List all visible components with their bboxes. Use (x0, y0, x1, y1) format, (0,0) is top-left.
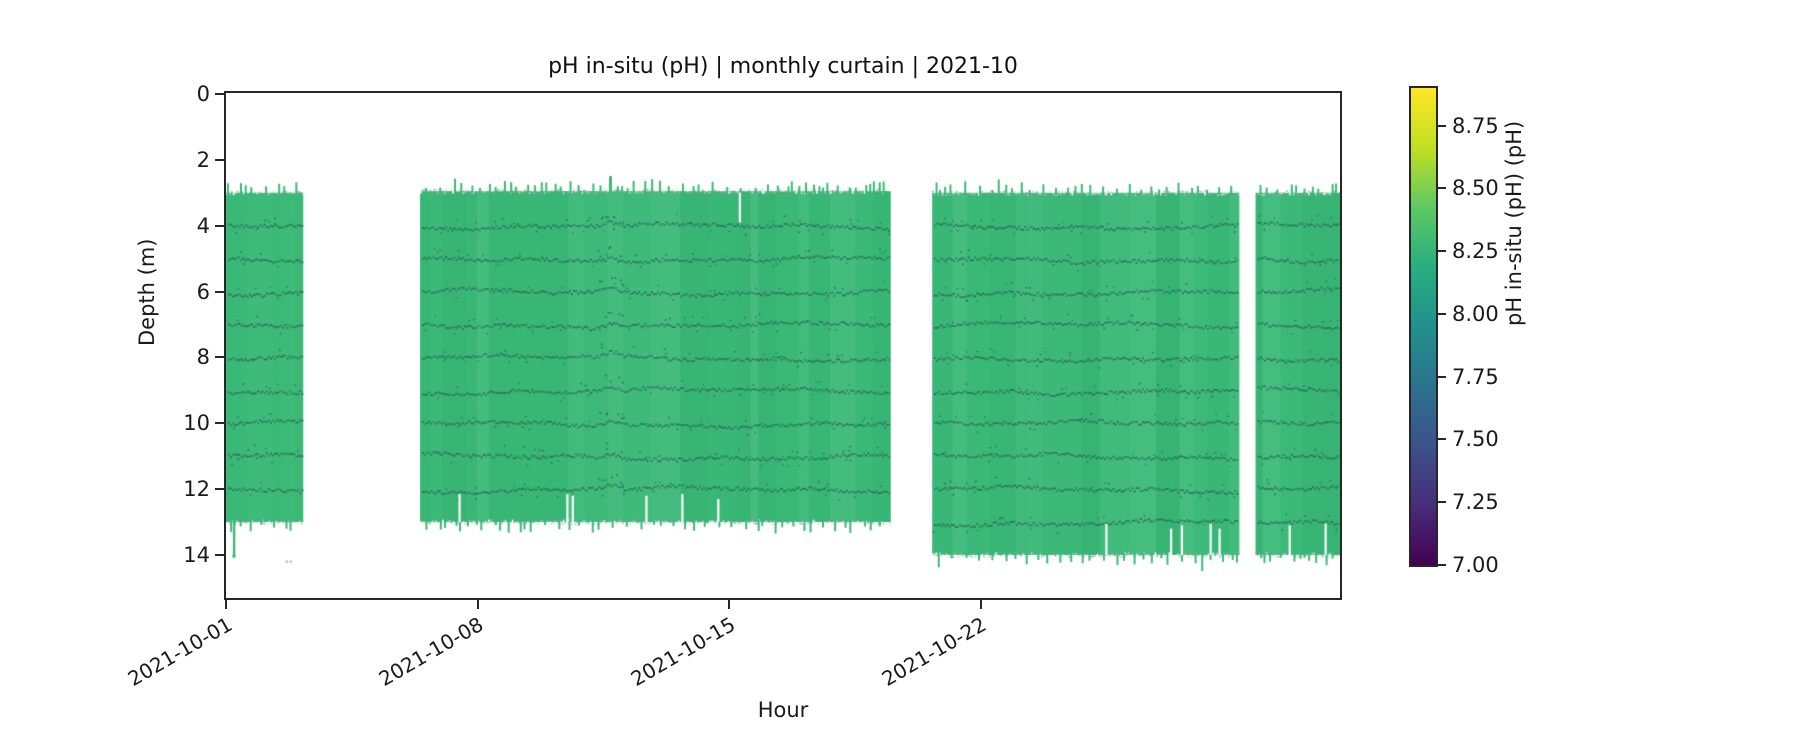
plot-area (224, 91, 1342, 600)
x-axis-label: Hour (757, 698, 809, 722)
y-axis-tick-label: 14 (183, 543, 210, 567)
y-axis-tick-label: 12 (183, 477, 210, 502)
y-axis-tick (215, 158, 224, 161)
colorbar-tick (1438, 187, 1446, 190)
y-axis-tick (215, 356, 224, 359)
colorbar-tick-label: 7.75 (1452, 364, 1499, 389)
colorbar-tick (1438, 501, 1446, 504)
x-axis-tick-label: 2021-10-08 (374, 612, 488, 691)
colorbar-tick-label: 7.00 (1452, 553, 1499, 577)
y-axis-tick-label: 10 (183, 411, 210, 436)
colorbar-tick-label: 8.00 (1452, 301, 1499, 326)
colorbar-tick (1438, 124, 1446, 127)
curtain-canvas (226, 93, 1340, 598)
x-axis-tick (979, 600, 982, 609)
y-axis-tick (215, 488, 224, 491)
y-axis-tick (215, 290, 224, 293)
x-axis-tick-label: 2021-10-22 (877, 612, 991, 691)
colorbar-tick (1438, 438, 1446, 441)
y-axis-tick-label: 6 (196, 279, 210, 304)
y-axis-tick (215, 224, 224, 227)
y-axis-tick (215, 422, 224, 425)
colorbar-tick (1438, 564, 1446, 566)
colorbar-tick-label: 8.50 (1452, 176, 1499, 201)
y-axis-tick (215, 93, 224, 95)
x-axis-tick (476, 600, 479, 609)
colorbar-gradient (1411, 88, 1436, 565)
y-axis-tick (215, 554, 224, 556)
colorbar-tick-label: 7.25 (1452, 490, 1499, 515)
colorbar-tick-label: 8.25 (1452, 239, 1499, 264)
y-axis-tick-label: 0 (196, 82, 210, 106)
colorbar-tick (1438, 312, 1446, 315)
y-axis-tick-label: 4 (196, 213, 210, 238)
colorbar-tick (1438, 375, 1446, 378)
x-axis-tick-label: 2021-10-01 (123, 612, 236, 691)
colorbar (1409, 86, 1438, 567)
colorbar-tick-label: 7.50 (1452, 427, 1499, 452)
colorbar-tick (1438, 250, 1446, 253)
x-axis-tick-label: 2021-10-15 (626, 612, 740, 691)
colorbar-tick-label: 8.75 (1452, 113, 1499, 138)
x-axis-tick (728, 600, 731, 609)
plot-title: pH in-situ (pH) | monthly curtain | 2021… (548, 54, 1018, 79)
y-axis-tick-label: 8 (196, 345, 210, 370)
x-axis-tick (225, 600, 227, 609)
y-axis-tick-label: 2 (196, 147, 210, 172)
